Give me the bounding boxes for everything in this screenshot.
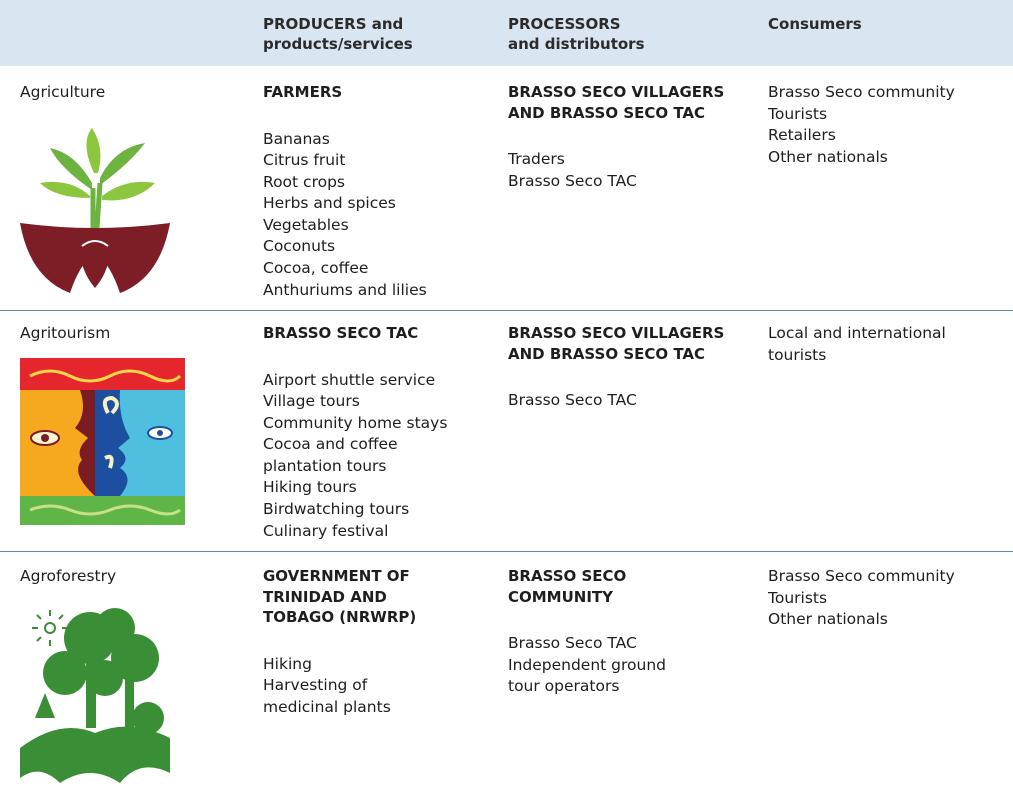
header-line: PROCESSORS — [508, 15, 621, 33]
row-divider — [0, 310, 1013, 311]
cell-heading: GOVERNMENT OF — [263, 567, 410, 585]
header-line: and distributors — [508, 35, 645, 53]
cell-item: Village tours — [263, 392, 360, 411]
cell-item: Cocoa, coffee — [263, 259, 369, 278]
header-line: Consumers — [768, 15, 862, 33]
cell-item: Hiking tours — [263, 478, 357, 497]
consumer-item: Other nationals — [768, 147, 888, 166]
table-cell: GOVERNMENT OF TRINIDAD AND TOBAGO (NRWRP) H… — [263, 566, 416, 718]
consumer-item: Local and international — [768, 324, 946, 342]
cell-item: Citrus fruit — [263, 151, 346, 170]
cell-item: Community home stays — [263, 413, 448, 432]
cell-heading: BRASSO SECO — [508, 567, 627, 585]
consumer-item: Brasso Seco community — [768, 567, 955, 585]
table-cell: BRASSO SECO VILLAGERS AND BRASSO SECO TAC… — [508, 82, 724, 192]
column-header: Consumers — [768, 14, 862, 34]
cell-item: Independent ground — [508, 655, 667, 674]
cell-heading: AND BRASSO SECO TAC — [508, 103, 706, 122]
cell-item: Vegetables — [263, 215, 349, 234]
cell-item: Herbs and spices — [263, 194, 396, 213]
cell-item: Airport shuttle service — [263, 370, 436, 389]
cell-item: Brasso Seco TAC — [508, 634, 637, 652]
consumer-item: Tourists — [768, 104, 828, 123]
column-header: PRODUCERS and products/services — [263, 14, 413, 54]
cell-item: Hiking — [263, 654, 312, 673]
cell-item: Bananas — [263, 129, 330, 148]
cell-heading: TRINIDAD AND — [263, 587, 387, 606]
table-cell: BRASSO SECO COMMUNITY Brasso Seco TAC Indep… — [508, 566, 666, 698]
table-cell: Brasso Seco community Tourists Retailers Ot… — [768, 82, 955, 168]
header-line: products/services — [263, 35, 413, 53]
spacer — [263, 344, 447, 370]
spacer — [508, 364, 724, 390]
table-cell: BRASSO SECO TAC Airport shuttle service Vi… — [263, 323, 447, 542]
agroforestry-icon — [20, 608, 170, 783]
table-cell: Agriculture — [20, 82, 105, 104]
spacer — [508, 123, 724, 149]
sector-label: Agriculture — [20, 83, 106, 101]
cell-heading: FARMERS — [263, 83, 343, 101]
cell-item: Harvesting of — [263, 676, 368, 695]
cell-item: Coconuts — [263, 237, 336, 256]
cell-heading: AND BRASSO SECO TAC — [508, 344, 706, 363]
consumer-item: tourists — [768, 345, 827, 364]
table-cell: Agroforestry — [20, 566, 116, 588]
cell-item: Traders — [508, 150, 565, 168]
column-header: PROCESSORS and distributors — [508, 14, 645, 54]
cell-heading: BRASSO SECO VILLAGERS — [508, 83, 725, 101]
agriculture-icon — [20, 128, 170, 293]
table-cell: Brasso Seco community Tourists Other natio… — [768, 566, 955, 631]
cell-item: Root crops — [263, 172, 345, 191]
cell-item: Culinary festival — [263, 521, 389, 540]
spacer — [508, 607, 666, 633]
cell-item: plantation tours — [263, 456, 387, 475]
row-divider — [0, 551, 1013, 552]
consumer-item: Retailers — [768, 126, 836, 145]
table-cell: Local and international tourists — [768, 323, 946, 366]
cell-item: medicinal plants — [263, 697, 391, 716]
table-cell: Agritourism — [20, 323, 110, 345]
cell-item: Birdwatching tours — [263, 500, 410, 519]
cell-item: Brasso Seco TAC — [508, 171, 637, 190]
header-band — [0, 0, 1013, 66]
consumer-item: Other nationals — [768, 610, 888, 629]
cell-item: Anthuriums and lilies — [263, 280, 427, 299]
cell-heading: BRASSO SECO TAC — [263, 324, 419, 342]
header-line: PRODUCERS and — [263, 15, 404, 33]
sector-label: Agritourism — [20, 324, 111, 342]
consumer-item: Brasso Seco community — [768, 83, 955, 101]
consumer-item: Tourists — [768, 588, 828, 607]
cell-heading: TOBAGO (NRWRP) — [263, 608, 417, 626]
table-cell: BRASSO SECO VILLAGERS AND BRASSO SECO TAC… — [508, 323, 724, 412]
cell-item: Brasso Seco TAC — [508, 391, 637, 409]
cell-heading: BRASSO SECO VILLAGERS — [508, 324, 725, 342]
cell-item: tour operators — [508, 677, 620, 696]
spacer — [263, 628, 416, 654]
cell-heading: COMMUNITY — [508, 587, 614, 606]
sector-label: Agroforestry — [20, 567, 117, 585]
agritourism-icon — [20, 358, 185, 525]
cell-item: Cocoa and coffee — [263, 435, 398, 454]
spacer — [263, 103, 427, 129]
table-cell: FARMERS Bananas Citrus fruit Root crops Herb… — [263, 82, 427, 301]
